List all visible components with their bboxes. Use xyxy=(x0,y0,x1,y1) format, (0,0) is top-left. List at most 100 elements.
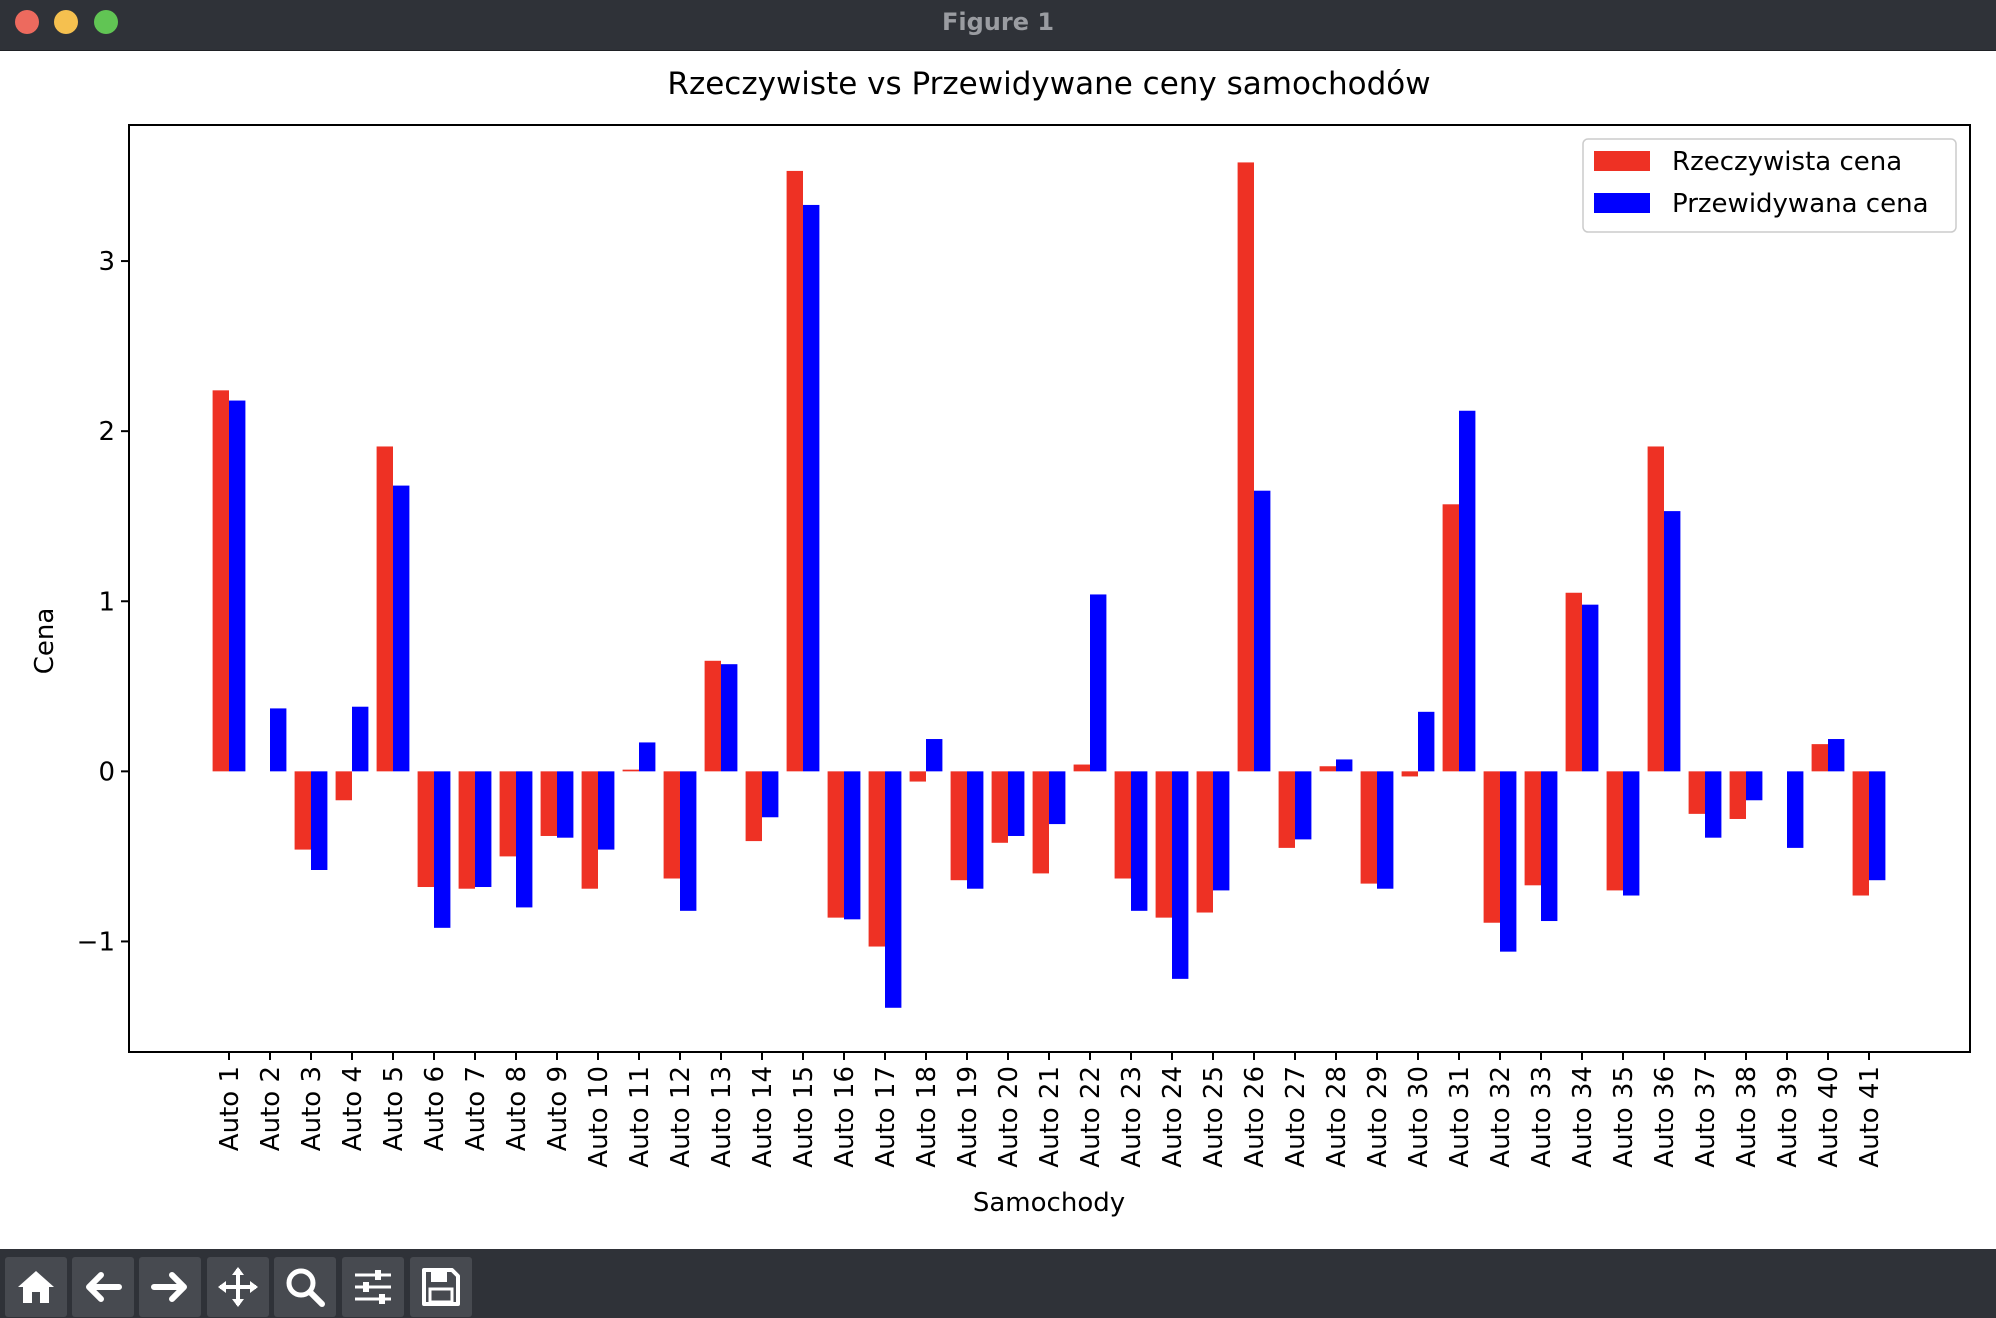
configure-subplots-icon xyxy=(355,1270,391,1304)
bar-actual-20 xyxy=(991,771,1008,843)
bar-predicted-31 xyxy=(1459,410,1476,772)
y-tick-label: 0 xyxy=(98,757,115,787)
bar-actual-28 xyxy=(1319,766,1336,772)
plot-area xyxy=(212,162,1886,1008)
zoom-button[interactable] xyxy=(274,1257,336,1317)
home-button[interactable] xyxy=(5,1257,67,1317)
bar-predicted-22 xyxy=(1090,594,1107,772)
x-tick-label: Auto 17 xyxy=(871,1066,901,1168)
x-tick-label: Auto 19 xyxy=(953,1066,983,1168)
bar-predicted-27 xyxy=(1295,771,1312,840)
legend-label-actual: Rzeczywista cena xyxy=(1672,147,1902,177)
bar-predicted-2 xyxy=(270,708,287,772)
back-arrow-icon xyxy=(86,1272,122,1302)
pan-button[interactable] xyxy=(207,1257,269,1317)
x-tick-label: Auto 26 xyxy=(1240,1066,1270,1168)
x-axis-label: Samochody xyxy=(973,1188,1125,1218)
bar-actual-26 xyxy=(1237,162,1254,772)
bar-actual-35 xyxy=(1606,771,1623,891)
bar-predicted-7 xyxy=(475,771,492,888)
bar-actual-23 xyxy=(1114,771,1131,879)
bar-actual-37 xyxy=(1688,771,1705,814)
bar-chart: Rzeczywiste vs Przewidywane ceny samocho… xyxy=(30,66,1971,1218)
bar-predicted-9 xyxy=(557,771,574,838)
bar-actual-12 xyxy=(663,771,680,879)
bar-predicted-29 xyxy=(1377,771,1394,889)
minimize-window-button[interactable] xyxy=(54,10,78,34)
window-titlebar: Figure 1 xyxy=(0,0,1996,51)
x-tick-label: Auto 25 xyxy=(1199,1066,1229,1168)
x-tick-label: Auto 38 xyxy=(1732,1066,1762,1168)
x-tick-label: Auto 13 xyxy=(707,1066,737,1168)
bar-predicted-12 xyxy=(680,771,697,911)
bar-actual-33 xyxy=(1524,771,1541,886)
save-button[interactable] xyxy=(410,1257,472,1317)
x-tick-label: Auto 15 xyxy=(789,1066,819,1168)
bar-predicted-34 xyxy=(1582,604,1599,772)
bar-actual-36 xyxy=(1647,446,1664,772)
bar-predicted-32 xyxy=(1500,771,1517,952)
bar-predicted-11 xyxy=(639,742,656,772)
back-button[interactable] xyxy=(72,1257,134,1317)
bar-actual-29 xyxy=(1360,771,1377,884)
x-tick-label: Auto 22 xyxy=(1076,1066,1106,1168)
bar-predicted-3 xyxy=(311,771,328,870)
bar-predicted-33 xyxy=(1541,771,1558,922)
bar-actual-32 xyxy=(1483,771,1500,923)
x-tick-label: Auto 3 xyxy=(297,1066,327,1151)
x-tick-label: Auto 5 xyxy=(379,1066,409,1151)
x-tick-label: Auto 23 xyxy=(1117,1066,1147,1168)
bar-predicted-28 xyxy=(1336,759,1353,772)
bar-actual-7 xyxy=(458,771,475,889)
x-tick-label: Auto 11 xyxy=(625,1066,655,1168)
x-tick-label: Auto 12 xyxy=(666,1066,696,1168)
bar-actual-21 xyxy=(1032,771,1049,874)
bar-predicted-1 xyxy=(229,400,246,772)
bar-predicted-19 xyxy=(967,771,984,889)
bar-predicted-41 xyxy=(1869,771,1886,881)
x-tick-label: Auto 31 xyxy=(1445,1066,1475,1168)
bar-predicted-39 xyxy=(1787,771,1804,848)
bar-actual-6 xyxy=(417,771,434,888)
x-tick-label: Auto 24 xyxy=(1158,1066,1188,1168)
bar-actual-18 xyxy=(909,771,926,782)
bar-predicted-4 xyxy=(352,706,369,772)
x-tick-label: Auto 18 xyxy=(912,1066,942,1168)
bar-actual-5 xyxy=(376,446,393,772)
bar-actual-30 xyxy=(1401,771,1418,777)
bar-predicted-26 xyxy=(1254,490,1271,772)
x-tick-label: Auto 9 xyxy=(543,1066,573,1151)
bar-actual-10 xyxy=(581,771,598,889)
legend-frame xyxy=(1582,138,1957,233)
x-tick-label: Auto 7 xyxy=(461,1066,491,1151)
bar-actual-17 xyxy=(868,771,885,947)
bar-predicted-10 xyxy=(598,771,615,850)
legend-swatch-actual xyxy=(1594,151,1650,171)
bar-predicted-13 xyxy=(721,664,738,772)
y-tick-label: −1 xyxy=(77,927,115,957)
bar-actual-15 xyxy=(786,170,803,772)
bar-actual-13 xyxy=(704,660,721,772)
x-tick-label: Auto 10 xyxy=(584,1066,614,1168)
y-tick-label: 1 xyxy=(98,587,115,617)
legend-label-predicted: Przewidywana cena xyxy=(1672,189,1929,219)
figure-canvas: Rzeczywiste vs Przewidywane ceny samocho… xyxy=(0,51,1996,1248)
bar-predicted-30 xyxy=(1418,711,1435,772)
close-window-button[interactable] xyxy=(15,10,39,34)
maximize-window-button[interactable] xyxy=(94,10,118,34)
bar-actual-14 xyxy=(745,771,762,842)
forward-button[interactable] xyxy=(139,1257,201,1317)
y-tick-label: 2 xyxy=(98,417,115,447)
chart-title: Rzeczywiste vs Przewidywane ceny samocho… xyxy=(667,66,1430,102)
home-icon xyxy=(18,1271,54,1303)
bar-predicted-5 xyxy=(393,485,410,772)
bar-actual-34 xyxy=(1565,592,1582,772)
x-tick-label: Auto 8 xyxy=(502,1066,532,1151)
bar-actual-3 xyxy=(294,771,311,850)
configure-subplots-button[interactable] xyxy=(342,1257,404,1317)
x-tick-label: Auto 20 xyxy=(994,1066,1024,1168)
bar-actual-31 xyxy=(1442,504,1459,772)
bar-predicted-36 xyxy=(1664,511,1681,772)
x-tick-label: Auto 35 xyxy=(1609,1066,1639,1168)
bar-actual-27 xyxy=(1278,771,1295,848)
